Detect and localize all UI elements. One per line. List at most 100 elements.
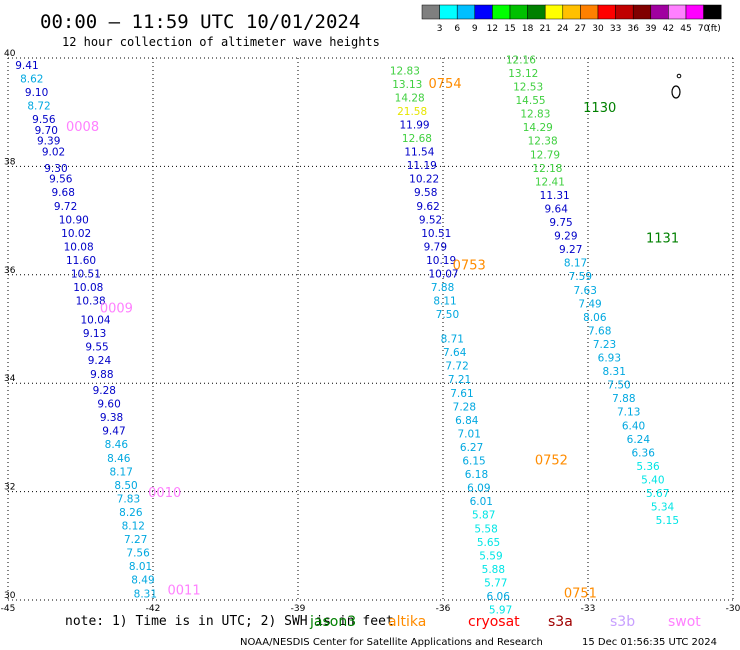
scale-swatch <box>492 4 511 20</box>
satellite-legend-item: swot <box>668 614 701 630</box>
wave-height-value: 11.54 <box>404 147 434 159</box>
scale-label: 36 <box>627 24 639 34</box>
wave-height-value: 8.17 <box>564 258 587 270</box>
satellite-legend-item: jason3 <box>309 614 356 630</box>
scale-label: 12 <box>487 24 498 34</box>
wave-height-value: 8.17 <box>110 466 133 478</box>
wave-height-value: 12.53 <box>513 82 543 94</box>
wave-height-value: 7.13 <box>617 407 640 419</box>
scale-label: 27 <box>575 24 586 34</box>
scale-label: 42 <box>663 24 674 34</box>
wave-height-value: 6.01 <box>470 496 493 508</box>
wave-height-value: 5.97 <box>489 605 512 617</box>
scale-label: 6 <box>454 24 460 34</box>
credit-text: NOAA/NESDIS Center for Satellite Applica… <box>240 637 543 648</box>
wave-height-value: 9.41 <box>15 60 38 72</box>
wave-height-value: 9.58 <box>414 187 437 199</box>
pass-time-label: 0011 <box>168 584 201 599</box>
scale-swatch <box>580 4 599 20</box>
wave-height-value: 8.46 <box>105 439 129 451</box>
y-tick-label: 32 <box>4 483 15 493</box>
wave-height-value: 10.04 <box>81 315 111 327</box>
wave-height-value: 9.28 <box>93 385 116 397</box>
satellite-legend-item: s3a <box>548 614 573 630</box>
wave-height-value: 5.67 <box>646 488 669 500</box>
pass-time-label: 1130 <box>583 101 616 116</box>
wave-height-value: 8.31 <box>134 588 157 600</box>
wave-height-value: 10.90 <box>59 214 89 226</box>
wave-height-value: 13.12 <box>508 68 538 80</box>
wave-height-value: 9.30 <box>44 163 67 175</box>
wave-height-value: 9.02 <box>42 147 65 159</box>
wave-height-value: 11.99 <box>400 119 430 131</box>
wave-height-value: 9.75 <box>549 217 572 229</box>
scale-swatch <box>632 4 652 20</box>
wave-height-value: 9.55 <box>85 342 108 354</box>
pass-time-label: 0008 <box>66 120 99 135</box>
wave-height-value: 7.56 <box>126 548 150 560</box>
wave-height-value: 10.08 <box>73 282 103 294</box>
y-tick-label: 30 <box>4 591 16 601</box>
wave-height-value: 8.49 <box>131 575 154 587</box>
wave-height-value: 5.65 <box>477 537 500 549</box>
wave-height-value: 10.19 <box>426 255 456 267</box>
wave-height-value: 7.88 <box>431 282 454 294</box>
wave-height-value: 9.24 <box>88 355 112 367</box>
wave-height-value: 6.24 <box>627 434 651 446</box>
timestamp-text: 15 Dec 01:56:35 UTC 2024 <box>582 637 717 648</box>
wave-height-value: 8.71 <box>441 334 464 346</box>
wave-height-value: 14.55 <box>516 95 546 107</box>
wave-height-value: 10.07 <box>429 269 459 281</box>
wave-height-value: 10.38 <box>76 296 106 308</box>
satellite-legend-item: cryosat <box>468 614 520 630</box>
wave-height-value: 7.83 <box>117 493 140 505</box>
x-tick-label: -45 <box>1 604 16 614</box>
pass-time-label: 0009 <box>100 302 133 317</box>
color-scale-legend: 3 6 9 12 15 18 21 24 27 30 33 36 39 42 45 70(ft) <box>421 4 722 34</box>
scale-swatch <box>562 4 581 20</box>
chart-subtitle: 12 hour collection of altimeter wave hei… <box>62 35 380 49</box>
wave-height-value: 14.29 <box>523 122 553 134</box>
scale-swatch <box>544 4 564 20</box>
wave-height-value: 9.64 <box>545 203 569 215</box>
wave-height-value: 10.08 <box>64 241 94 253</box>
wave-height-value: 7.59 <box>569 271 592 283</box>
wave-height-value: 5.58 <box>474 523 497 535</box>
wave-height-value: 12.18 <box>532 163 562 175</box>
wave-height-value: 6.09 <box>467 483 490 495</box>
scale-swatch <box>527 4 546 20</box>
wave-height-value: 8.72 <box>27 100 50 112</box>
x-tick-label: -30 <box>726 604 740 614</box>
scale-label: 18 <box>522 24 534 34</box>
wave-height-value: 8.50 <box>114 480 137 492</box>
pass-time-labels: 0008 0009 0010 0011 0754 0753 0752 0751 1130 1131 <box>66 77 679 601</box>
wave-height-value: 5.40 <box>641 474 664 486</box>
x-tick-label: -36 <box>436 604 451 614</box>
wave-height-value: 9.39 <box>37 136 60 148</box>
wave-height-value: 10.51 <box>421 228 451 240</box>
scale-swatch <box>703 4 722 20</box>
wave-height-value: 5.87 <box>472 510 495 522</box>
wave-height-value: 9.47 <box>102 426 125 438</box>
wave-height-value: 12.16 <box>506 54 536 66</box>
wave-height-value: 7.61 <box>450 388 473 400</box>
scale-label: 3 <box>437 24 443 34</box>
scale-label: 15 <box>504 24 515 34</box>
wave-height-value: 6.36 <box>632 447 656 459</box>
wave-height-value: 7.88 <box>612 393 635 405</box>
island-shape <box>671 85 681 99</box>
scale-swatch <box>509 4 528 20</box>
wave-height-value: 7.50 <box>607 380 630 392</box>
wave-height-value: 10.02 <box>61 228 91 240</box>
wave-height-value: 10.51 <box>71 269 101 281</box>
pass-time-label: 0010 <box>148 486 181 501</box>
island-marker <box>671 73 682 99</box>
wave-height-value: 9.52 <box>419 214 442 226</box>
pass-time-label: 0753 <box>453 258 486 273</box>
wave-height-value: 9.29 <box>554 231 577 243</box>
pass-time-label: 0752 <box>535 454 568 469</box>
wave-height-value: 12.68 <box>402 133 432 145</box>
wave-height-value: 7.21 <box>448 374 471 386</box>
wave-height-value: 6.27 <box>460 442 483 454</box>
wave-height-value: 8.26 <box>119 507 143 519</box>
